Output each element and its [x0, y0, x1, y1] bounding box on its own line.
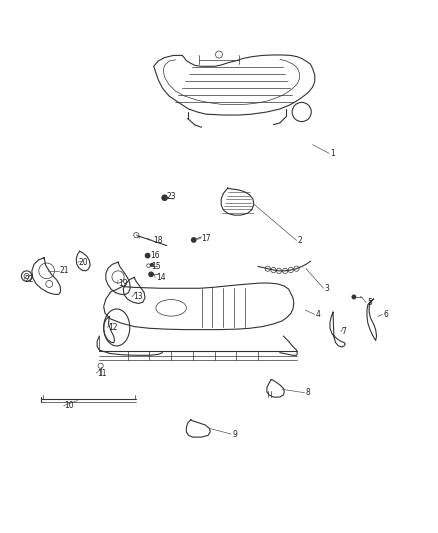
Text: 1: 1: [330, 149, 335, 158]
Text: 7: 7: [342, 327, 346, 336]
Circle shape: [151, 263, 153, 266]
Text: 23: 23: [167, 192, 177, 201]
Text: 14: 14: [156, 273, 166, 282]
Text: 2: 2: [297, 236, 302, 245]
Text: 3: 3: [324, 284, 329, 293]
Text: 19: 19: [118, 279, 127, 288]
Circle shape: [162, 195, 167, 200]
Circle shape: [352, 295, 356, 298]
Circle shape: [145, 254, 150, 258]
Text: 8: 8: [305, 388, 310, 397]
Text: 16: 16: [150, 251, 160, 260]
Text: 6: 6: [384, 310, 389, 319]
Text: 15: 15: [152, 262, 161, 271]
Text: 5: 5: [367, 298, 372, 306]
Text: 12: 12: [108, 323, 117, 332]
Text: 20: 20: [79, 257, 88, 266]
Text: 21: 21: [60, 266, 69, 276]
Text: 4: 4: [316, 310, 321, 319]
Text: 18: 18: [153, 236, 162, 245]
Text: 13: 13: [133, 293, 142, 302]
Circle shape: [191, 238, 196, 242]
Circle shape: [149, 272, 153, 277]
Text: 17: 17: [201, 233, 211, 243]
Text: 11: 11: [97, 369, 106, 377]
Text: 10: 10: [64, 401, 74, 410]
Text: 22: 22: [25, 275, 35, 284]
Text: 9: 9: [232, 430, 237, 439]
